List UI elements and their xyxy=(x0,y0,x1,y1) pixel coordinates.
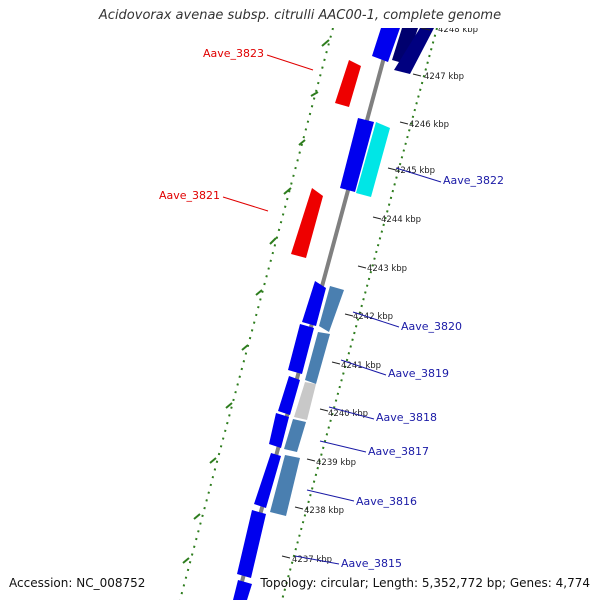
gene-forward-block-6[interactable] xyxy=(254,453,281,508)
gene-aave-3823[interactable] xyxy=(335,60,361,107)
tick-label-4243: 4243 kbp xyxy=(367,264,407,274)
gene-label-aave-3816[interactable]: Aave_3816 xyxy=(356,495,417,508)
gene-label-aave-3819[interactable]: Aave_3819 xyxy=(388,367,449,380)
gene-aave-3817[interactable] xyxy=(284,419,306,452)
gene-aave-3819[interactable] xyxy=(305,332,330,384)
gene-top-blue[interactable] xyxy=(372,28,400,62)
label-leader-lines xyxy=(222,54,442,565)
tick-label-4247: 4247 kbp xyxy=(424,72,464,82)
gene-label-aave-3821[interactable]: Aave_3821 xyxy=(159,189,220,202)
tick-label-4240: 4240 kbp xyxy=(328,409,368,419)
gene-aave-3821[interactable] xyxy=(291,188,323,258)
gene-forward-block-2[interactable] xyxy=(302,281,326,326)
gene-forward-block-8[interactable] xyxy=(233,580,252,600)
gene-label-aave-3815[interactable]: Aave_3815 xyxy=(341,557,402,570)
gene-aave-3820[interactable] xyxy=(319,286,344,332)
gene-forward-block-4[interactable] xyxy=(278,376,300,415)
gene-forward-block-3[interactable] xyxy=(288,324,314,374)
tick-label-4239: 4239 kbp xyxy=(316,458,356,468)
gene-forward-block-7[interactable] xyxy=(237,510,266,578)
gene-label-aave-3822[interactable]: Aave_3822 xyxy=(443,174,504,187)
gc-track-outer xyxy=(281,28,438,600)
gene-top-dark-2[interactable] xyxy=(394,28,434,74)
gene-top-dark-1[interactable] xyxy=(392,28,418,64)
gene-forward-block-5[interactable] xyxy=(269,413,289,448)
tick-label-4238: 4238 kbp xyxy=(304,506,344,516)
gene-aave-3818[interactable] xyxy=(294,382,316,420)
tick-label-4242: 4242 kbp xyxy=(353,312,393,322)
tick-label-4245: 4245 kbp xyxy=(395,166,435,176)
tick-labels: 4248 kbp 4247 kbp 4246 kbp 4245 kbp 4244… xyxy=(292,25,478,565)
tick-label-4241: 4241 kbp xyxy=(341,361,381,371)
gene-forward-block-1[interactable] xyxy=(340,118,374,192)
gene-label-aave-3820[interactable]: Aave_3820 xyxy=(401,320,462,333)
accession-text: Accession: NC_008752 xyxy=(9,576,146,590)
gene-label-aave-3818[interactable]: Aave_3818 xyxy=(376,411,437,424)
gene-aave-3822[interactable] xyxy=(356,122,390,197)
gene-label-aave-3817[interactable]: Aave_3817 xyxy=(368,445,429,458)
scale-ticks xyxy=(281,28,431,559)
genome-title: Acidovorax avenae subsp. citrulli AAC00-… xyxy=(98,8,502,23)
skew-dash-marks xyxy=(182,39,330,564)
tick-label-4244: 4244 kbp xyxy=(381,215,421,225)
tick-label-4237: 4237 kbp xyxy=(292,555,332,565)
gene-label-aave-3823[interactable]: Aave_3823 xyxy=(203,47,264,60)
tick-label-4248: 4248 kbp xyxy=(438,25,478,35)
gene-aave-3816[interactable] xyxy=(270,455,300,516)
tick-label-4246: 4246 kbp xyxy=(409,120,449,130)
gc-skew-track xyxy=(179,28,334,600)
gene-labels: Aave_3823 Aave_3821 Aave_3822 Aave_3820 … xyxy=(159,47,504,570)
genome-summary-text: Topology: circular; Length: 5,352,772 bp… xyxy=(260,576,590,590)
